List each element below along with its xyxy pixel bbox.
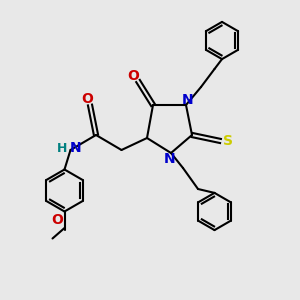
Text: O: O <box>81 92 93 106</box>
Text: O: O <box>128 70 140 83</box>
Text: N: N <box>70 142 82 155</box>
Text: N: N <box>182 93 193 106</box>
Text: N: N <box>164 152 175 166</box>
Text: H: H <box>57 142 67 155</box>
Text: O: O <box>51 214 63 227</box>
Text: S: S <box>223 134 233 148</box>
